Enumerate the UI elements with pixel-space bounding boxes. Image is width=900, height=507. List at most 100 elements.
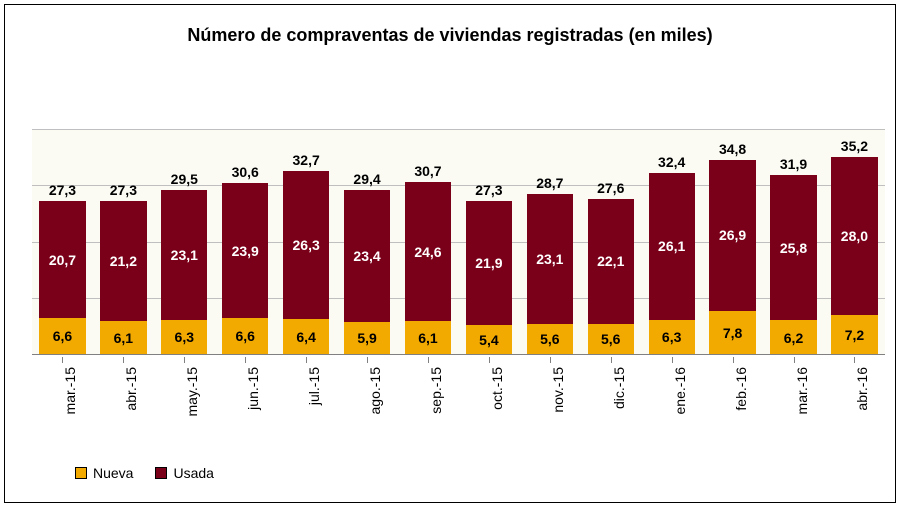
bar-segment-label-usada: 26,1	[649, 238, 695, 254]
bar-segment-label-nueva: 6,6	[39, 328, 85, 344]
bar-segment-label-nueva: 6,3	[649, 329, 695, 345]
bar-slot: 5,622,127,6	[580, 130, 641, 355]
legend-swatch-nueva	[75, 467, 87, 479]
bar-slot: 6,6 23,9 30,6	[215, 130, 276, 355]
x-tick	[854, 357, 855, 363]
bar-slot: 5,421,927,3	[458, 130, 519, 355]
bar-segment-nueva: 6,4	[283, 319, 329, 355]
bar-segment-nueva: 6,2	[770, 320, 816, 355]
bar-slot: 6,426,3 32,7	[276, 130, 337, 355]
x-tick	[123, 357, 124, 363]
bar-total-label: 31,9	[770, 156, 816, 172]
bar-total-label: 32,7	[283, 152, 329, 168]
bar-segment-usada: 23,9	[222, 183, 268, 317]
bar-segment-label-usada: 23,1	[527, 251, 573, 267]
bar-segment-usada: 22,1	[588, 199, 634, 323]
bar-segment-label-nueva: 5,9	[344, 330, 390, 346]
x-tick	[245, 357, 246, 363]
xlabel-slot: jun.-15	[215, 357, 276, 447]
xlabel-slot: ago.-15	[337, 357, 398, 447]
bar-segment-nueva: 5,4	[466, 325, 512, 355]
bar-segment-usada: 28,0	[831, 157, 877, 315]
bar-segment-usada: 23,1	[161, 190, 207, 320]
bar-segment-label-nueva: 5,4	[466, 332, 512, 348]
x-category-label: nov.-15	[550, 367, 566, 413]
bar-slot: 5,6 23,1 28,7	[519, 130, 580, 355]
x-category-label: oct.-15	[489, 367, 505, 410]
bar-segment-nueva: 6,6	[222, 318, 268, 355]
bar-segment-label-nueva: 5,6	[588, 331, 634, 347]
bar-total-label: 29,4	[344, 171, 390, 187]
bar-segment-usada: 20,7	[39, 201, 85, 317]
x-tick	[428, 357, 429, 363]
bar-segment-label-usada: 23,9	[222, 243, 268, 259]
bar-total-label: 27,3	[39, 182, 85, 198]
bar-total-label: 30,6	[222, 164, 268, 180]
bar-total-label: 28,7	[527, 175, 573, 191]
bar-total-label: 27,3	[100, 182, 146, 198]
bar-slot: 6,1 21,2 27,3	[93, 130, 154, 355]
bar-segment-label-usada: 21,2	[100, 253, 146, 269]
x-tick	[611, 357, 612, 363]
bar-segment-label-nueva: 6,2	[770, 330, 816, 346]
x-category-label: jun.-15	[245, 367, 261, 410]
x-axis	[32, 354, 885, 355]
bar-segment-label-nueva: 6,1	[100, 330, 146, 346]
bar-segment-nueva: 6,1	[405, 321, 451, 355]
xlabel-slot: dic.-15	[580, 357, 641, 447]
bar-segment-label-usada: 21,9	[466, 255, 512, 271]
legend-label-usada: Usada	[173, 465, 213, 481]
legend-label-nueva: Nueva	[93, 465, 133, 481]
bar-slot: 7,8 26,9 34,8	[702, 130, 763, 355]
bar-segment-usada: 25,8	[770, 175, 816, 320]
bar-segment-nueva: 6,3	[649, 320, 695, 355]
x-category-label: ago.-15	[367, 367, 383, 414]
bar-slot: 6,6 20,7 27,3	[32, 130, 93, 355]
bar-slot: 6,2 25,8 31,9	[763, 130, 824, 355]
x-tick	[794, 357, 795, 363]
bar-slot: 5,923,429,4	[337, 130, 398, 355]
x-labels: mar.-15abr.-15may.-15jun.-15jul.-15ago.-…	[32, 357, 885, 447]
xlabel-slot: feb.-16	[702, 357, 763, 447]
chart-title: Número de compraventas de viviendas regi…	[5, 25, 895, 46]
bar-segment-usada: 24,6	[405, 182, 451, 320]
bar-segment-nueva: 7,8	[709, 311, 755, 355]
x-category-label: mar.-16	[794, 367, 810, 414]
bar-segment-label-nueva: 5,6	[527, 331, 573, 347]
bar-segment-label-usada: 28,0	[831, 228, 877, 244]
bar-segment-nueva: 7,2	[831, 315, 877, 356]
bar-segment-nueva: 6,6	[39, 318, 85, 355]
bar-segment-usada: 21,9	[466, 201, 512, 324]
xlabel-slot: mar.-15	[32, 357, 93, 447]
x-tick	[550, 357, 551, 363]
bar-segment-nueva: 5,6	[588, 324, 634, 356]
bar-segment-usada: 26,3	[283, 171, 329, 319]
bar-slot: 7,228,035,2	[824, 130, 885, 355]
legend: Nueva Usada	[75, 465, 214, 481]
bar-segment-label-usada: 25,8	[770, 240, 816, 256]
x-tick	[306, 357, 307, 363]
x-category-label: feb.-16	[733, 367, 749, 411]
x-category-label: abr.-15	[123, 367, 139, 411]
bar-segment-label-usada: 20,7	[39, 252, 85, 268]
bar-slot: 6,323,129,5	[154, 130, 215, 355]
chart-frame: Número de compraventas de viviendas regi…	[4, 4, 896, 503]
bar-segment-label-usada: 26,9	[709, 227, 755, 243]
bar-total-label: 32,4	[649, 154, 695, 170]
bar-total-label: 30,7	[405, 163, 451, 179]
x-tick	[733, 357, 734, 363]
x-category-label: mar.-15	[62, 367, 78, 414]
bars-container: 6,6 20,7 27,3 6,1 21,2 27,3 6,323,129,5 6,6 23,9…	[32, 130, 885, 355]
xlabel-slot: mar.-16	[763, 357, 824, 447]
bar-segment-label-usada: 22,1	[588, 253, 634, 269]
bar-slot: 6,3 26,1 32,4	[641, 130, 702, 355]
bar-segment-label-usada: 24,6	[405, 244, 451, 260]
bar-segment-label-nueva: 7,8	[709, 325, 755, 341]
xlabel-slot: may.-15	[154, 357, 215, 447]
bar-segment-usada: 26,9	[709, 160, 755, 311]
bar-total-label: 34,8	[709, 141, 755, 157]
x-tick	[367, 357, 368, 363]
x-category-label: may.-15	[184, 367, 200, 417]
plot-area: 6,6 20,7 27,3 6,1 21,2 27,3 6,323,129,5 6,6 23,9…	[32, 130, 885, 355]
bar-segment-label-nueva: 6,6	[222, 328, 268, 344]
